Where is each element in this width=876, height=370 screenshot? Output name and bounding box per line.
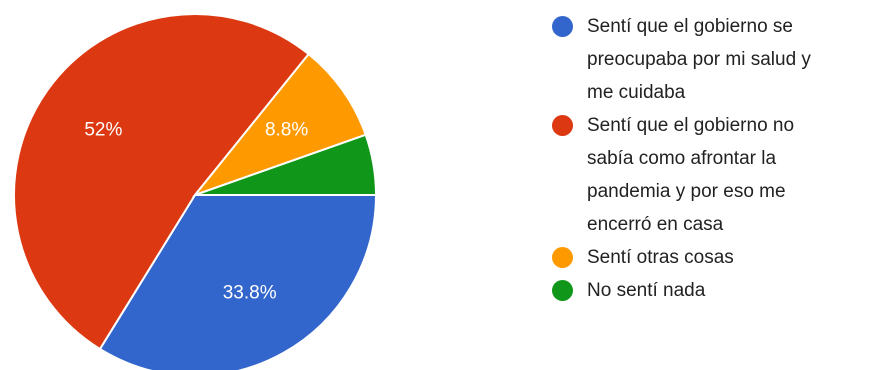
legend-item-gobierno-cuidaba[interactable]: Sentí que el gobierno se preocupaba por m… [552,10,872,109]
legend-label: Sentí que el gobierno no sabía como afron… [587,109,872,241]
legend-label: Sentí que el gobierno se preocupaba por m… [587,10,872,109]
pie-chart: 33.8% 52% 8.8% [13,13,378,370]
legend-label-line: pandemia y por eso me [587,181,786,202]
legend-item-no-senti-nada[interactable]: No sentí nada [552,274,872,307]
legend-label: Sentí otras cosas [587,241,872,274]
pie-slice-gobierno-no-sabia [13,13,311,351]
legend-label-line: Sentí que el gobierno se [587,16,793,37]
legend-swatch [552,280,573,301]
slice-label-gobierno-no-sabia: 52% [84,120,122,141]
legend-label-line: me cuidaba [587,82,686,103]
legend-label-line: sabía como afrontar la [587,148,777,169]
legend-swatch [552,16,573,37]
legend-item-gobierno-no-sabia[interactable]: Sentí que el gobierno no sabía como afron… [552,109,872,241]
legend-item-otras-cosas[interactable]: Sentí otras cosas [552,241,872,274]
legend-label-line: Sentí que el gobierno no [587,115,795,136]
legend-label-line: Sentí otras cosas [587,247,734,268]
legend-swatch [552,247,573,268]
chart-legend: Sentí que el gobierno se preocupaba por m… [552,10,872,307]
legend-label-line: No sentí nada [587,280,706,301]
pie-slices [13,13,378,370]
slice-label-otras-cosas: 8.8% [265,120,308,141]
pie-slice-otras-cosas [192,52,367,198]
legend-label-line: preocupaba por mi salud y [587,49,811,70]
legend-label: No sentí nada [587,274,872,307]
legend-label-line: encerró en casa [587,214,724,235]
legend-swatch [552,115,573,136]
pie-slice-labels: 33.8% 52% 8.8% [84,120,308,304]
pie-slice-no-senti-nada [194,133,378,196]
slice-label-gobierno-cuidaba: 33.8% [223,282,277,303]
